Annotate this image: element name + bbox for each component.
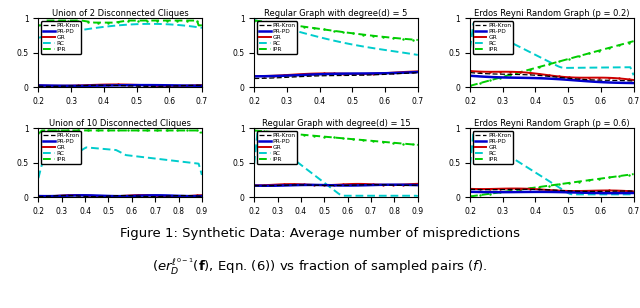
Legend: PR-Kron, PR-PD, GR, RC, IPR: PR-Kron, PR-PD, GR, RC, IPR [257, 21, 297, 54]
Title: Union of 2 Disconnected Cliques: Union of 2 Disconnected Cliques [52, 9, 189, 18]
Title: Erdos Reyni Random Graph (p = 0.6): Erdos Reyni Random Graph (p = 0.6) [474, 119, 630, 128]
Title: Erdos Reyni Random Graph (p = 0.2): Erdos Reyni Random Graph (p = 0.2) [474, 9, 630, 18]
Legend: PR-Kron, PR-PD, GR, RC, IPR: PR-Kron, PR-PD, GR, RC, IPR [473, 131, 513, 164]
Title: Union of 10 Disconnected Cliques: Union of 10 Disconnected Cliques [49, 119, 191, 128]
Legend: PR-Kron, PR-PD, GR, RC, IPR: PR-Kron, PR-PD, GR, RC, IPR [42, 21, 81, 54]
Title: Regular Graph with degree(d) = 15: Regular Graph with degree(d) = 15 [262, 119, 410, 128]
Title: Regular Graph with degree(d) = 5: Regular Graph with degree(d) = 5 [264, 9, 408, 18]
Legend: PR-Kron, PR-PD, GR, RC, IPR: PR-Kron, PR-PD, GR, RC, IPR [473, 21, 513, 54]
Text: Figure 1: Synthetic Data: Average number of mispredictions: Figure 1: Synthetic Data: Average number… [120, 227, 520, 240]
Legend: PR-Kron, PR-PD, GR, RC, IPR: PR-Kron, PR-PD, GR, RC, IPR [257, 131, 297, 164]
Legend: PR-Kron, PR-PD, GR, RC, IPR: PR-Kron, PR-PD, GR, RC, IPR [42, 131, 81, 164]
Text: $(er_D^{\ell^{0-1}}(\mathbf{f})$, Eqn. (6)) vs fraction of sampled pairs $(f)$.: $(er_D^{\ell^{0-1}}(\mathbf{f})$, Eqn. (… [152, 257, 488, 277]
